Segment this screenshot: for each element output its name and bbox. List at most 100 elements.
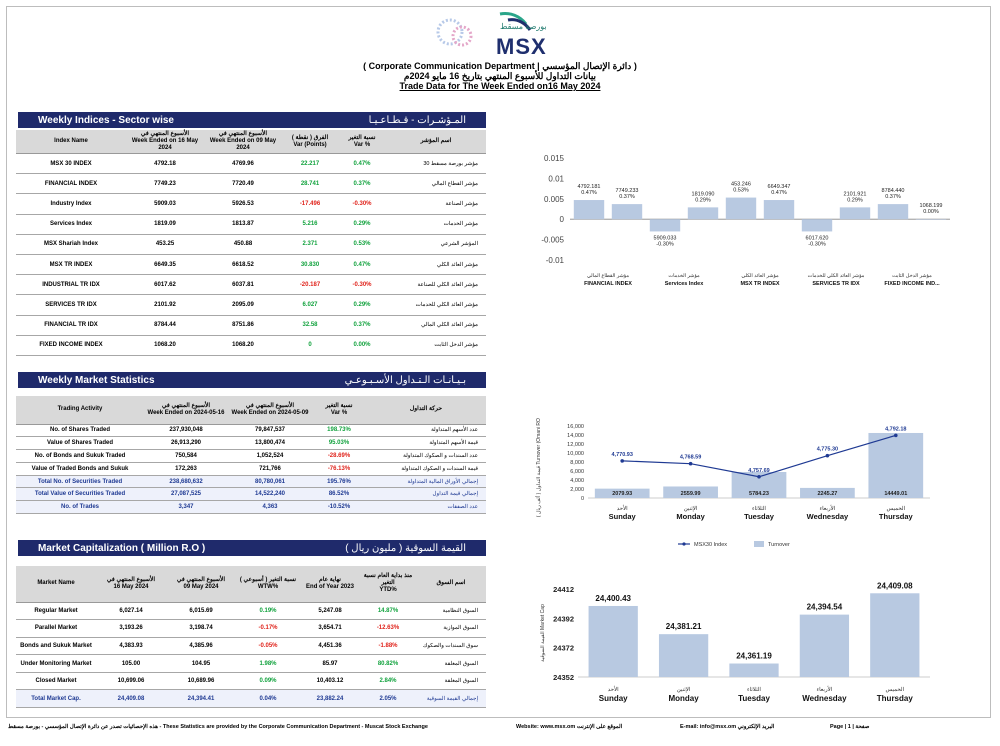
index-change-bar <box>687 207 719 220</box>
y-tick-label: 16,000 <box>567 424 584 430</box>
market-cap-bar <box>588 605 638 677</box>
col-cap-eoy: نهاية عام End of Year 2023 <box>300 566 360 603</box>
day-label-ar: الثلاثاء <box>752 505 766 512</box>
cap-market-name-ar: سوق السندات والصكوك <box>416 637 486 656</box>
stats-row: Value of Traded Bonds and Sukuk 172,263 72… <box>16 462 486 476</box>
cap-ytd: 14.87% <box>360 602 416 621</box>
stats-activity-ar: قيمة السندات و الصكوك المتداولة <box>366 462 486 476</box>
stats-section-bar: Weekly Market Statistics بـيـانـات الـتـ… <box>18 372 486 388</box>
index-var-pct: 0.37% <box>338 315 386 336</box>
stats-pct: -76.13% <box>312 462 366 476</box>
stats-body: No. of Shares Traded 237,930,048 79,847,53… <box>16 424 486 515</box>
col-stats-current-en: Week Ended on 2024-05-16 <box>147 409 225 416</box>
cap-previous: 104.95 <box>166 654 236 673</box>
col-stats-current-ar: الأسبوع المنتهي في <box>161 402 211 409</box>
col-var-points: الفرق ( نقطة ) Var (Points) <box>282 130 338 154</box>
index-name: FINANCIAL INDEX <box>16 173 126 195</box>
col-cap-eoy-en: End of Year 2023 <box>306 583 354 590</box>
market-cap-bar <box>870 593 920 677</box>
col-var-points-ar: الفرق ( نقطة ) <box>291 134 329 141</box>
stats-activity: Total No. of Securities Traded <box>16 475 144 489</box>
index-change-bar <box>801 219 833 232</box>
bar-value-label: 4792.181 <box>578 184 601 190</box>
bar-pct-label: -0.30% <box>808 241 826 247</box>
col-var-pct: نسبة التغير Var % <box>338 130 386 154</box>
col-stats-previous-ar: الأسبوع المنتهي في <box>245 402 295 409</box>
y-axis-label: القيمة السوقية Market Cap <box>540 604 546 662</box>
cap-market-name: Total Market Cap. <box>16 689 96 709</box>
footer-email[interactable]: E-mail: info@msx.om البريد الإلكتروني <box>680 724 774 730</box>
col-cap-wtw-ar: نسبة التغير ( أسبوعي ) <box>239 576 297 583</box>
index-var-pct: 0.29% <box>338 214 386 235</box>
footer-page: Page | 1 | صفحة <box>830 724 869 730</box>
index-row: FIXED INCOME INDEX 1068.20 1068.20 0 0.00% مؤ… <box>16 335 486 356</box>
footer-page-ar: صفحة <box>855 724 870 730</box>
index-current: 7749.23 <box>126 173 204 195</box>
index-current: 1068.20 <box>126 335 204 356</box>
y-tick-label: 24392 <box>553 614 574 623</box>
stats-header-row: Trading Activity الأسبوع المنتهي في Week … <box>16 396 486 425</box>
market-cap-label: 24,409.08 <box>877 581 913 590</box>
logo <box>428 6 558 60</box>
index-var-points: 6.027 <box>282 294 338 316</box>
index-var-points: 30.830 <box>282 254 338 276</box>
col-var-pct-en: Var % <box>353 141 371 148</box>
index-change-bar <box>649 219 681 232</box>
index-previous: 450.88 <box>204 234 282 255</box>
msx30-label: 4,792.18 <box>885 426 906 432</box>
cap-wtw: 0.04% <box>236 689 300 709</box>
col-week-previous-ar: الأسبوع المنتهي في <box>218 131 268 137</box>
cap-current: 10,699.06 <box>96 672 166 691</box>
cap-row: Under Monitoring Market 105.00 104.95 1.98%… <box>16 654 486 673</box>
stats-row: No. of Shares Traded 237,930,048 79,847,53… <box>16 424 486 438</box>
cap-eoy: 23,882.24 <box>300 689 360 709</box>
x-label: SERVICES TR IDX <box>812 281 860 287</box>
day-label: Monday <box>676 512 705 521</box>
stats-current: 3,347 <box>144 500 228 515</box>
stats-activity: Value of Traded Bonds and Sukuk <box>16 462 144 476</box>
index-var-points: -20.187 <box>282 274 338 296</box>
msx30-point <box>620 459 624 463</box>
legend-msx30: MSX30 Index <box>694 542 727 548</box>
col-week-current-ar: الأسبوع المنتهي في <box>140 131 190 137</box>
col-stats-current: الأسبوع المنتهي في Week Ended on 2024-05-… <box>144 396 228 425</box>
cap-section-bar: Market Capitalization ( Million R.O ) ال… <box>18 540 486 556</box>
index-row: FINANCIAL TR IDX 8784.44 8751.86 32.58 0.37%… <box>16 315 486 336</box>
index-current: 1819.09 <box>126 214 204 235</box>
cap-wtw: 0.19% <box>236 602 300 621</box>
footer-disclaimer-en: These Statistics are provided by the Cor… <box>162 724 428 730</box>
index-row: Industry Index 5909.03 5926.53 -17.496 -0.30… <box>16 193 486 215</box>
cap-eoy: 3,654.71 <box>300 619 360 638</box>
cap-previous: 10,689.96 <box>166 672 236 691</box>
footer-email-en[interactable]: E-mail: info@msx.om <box>680 724 737 730</box>
stats-activity-ar: إجمالي الأوراق المالية المتداولة <box>366 475 486 489</box>
stats-previous: 14,522,240 <box>228 487 312 502</box>
cap-row: Total Market Cap. 24,409.08 24,394.41 0.04%… <box>16 689 486 709</box>
msx30-point <box>894 433 898 438</box>
market-cap-label: 24,361.19 <box>736 652 772 661</box>
footer-website-en[interactable]: Website: www.msx.om <box>516 724 576 730</box>
col-cap-ytd: منذ بداية العام نسبة التغير YTD% <box>360 566 416 603</box>
index-name: INDUSTRIAL TR IDX <box>16 274 126 296</box>
index-previous: 2095.09 <box>204 294 282 316</box>
col-cap-wtw-en: WTW% <box>257 583 279 590</box>
cap-table: Market Name الأسبوع المنتهي في 16 May 202… <box>16 566 486 709</box>
index-row: FINANCIAL INDEX 7749.23 7720.49 28.741 0.37%… <box>16 173 486 195</box>
report-title-ar: بيانات التداول للأسبوع المنتهي بتاريخ 16… <box>403 71 597 81</box>
report-title: Trade Data for The Week Ended on16 May 2… <box>399 81 601 91</box>
x-label: MSX TR INDEX <box>740 281 779 287</box>
col-stats-pct-ar: نسبة التغير <box>325 402 353 409</box>
y-tick-label: 4,000 <box>570 478 584 484</box>
msx30-label: 4,757.69 <box>748 468 769 474</box>
index-current: 8784.44 <box>126 315 204 336</box>
stats-pct: -10.52% <box>312 500 366 515</box>
footer-website[interactable]: Website: www.msx.om الموقع على الإنترنت <box>516 724 622 730</box>
stats-previous: 1,052,524 <box>228 449 312 463</box>
y-tick-label: 10,000 <box>567 451 584 457</box>
index-previous: 4769.96 <box>204 153 282 175</box>
index-var-pct: -0.30% <box>338 193 386 215</box>
market-cap-bar <box>658 634 709 677</box>
legend-bar-swatch <box>754 541 764 547</box>
day-label: Monday <box>668 694 699 703</box>
index-name-ar: مؤشر بورصة مسقط 30 <box>386 153 486 175</box>
